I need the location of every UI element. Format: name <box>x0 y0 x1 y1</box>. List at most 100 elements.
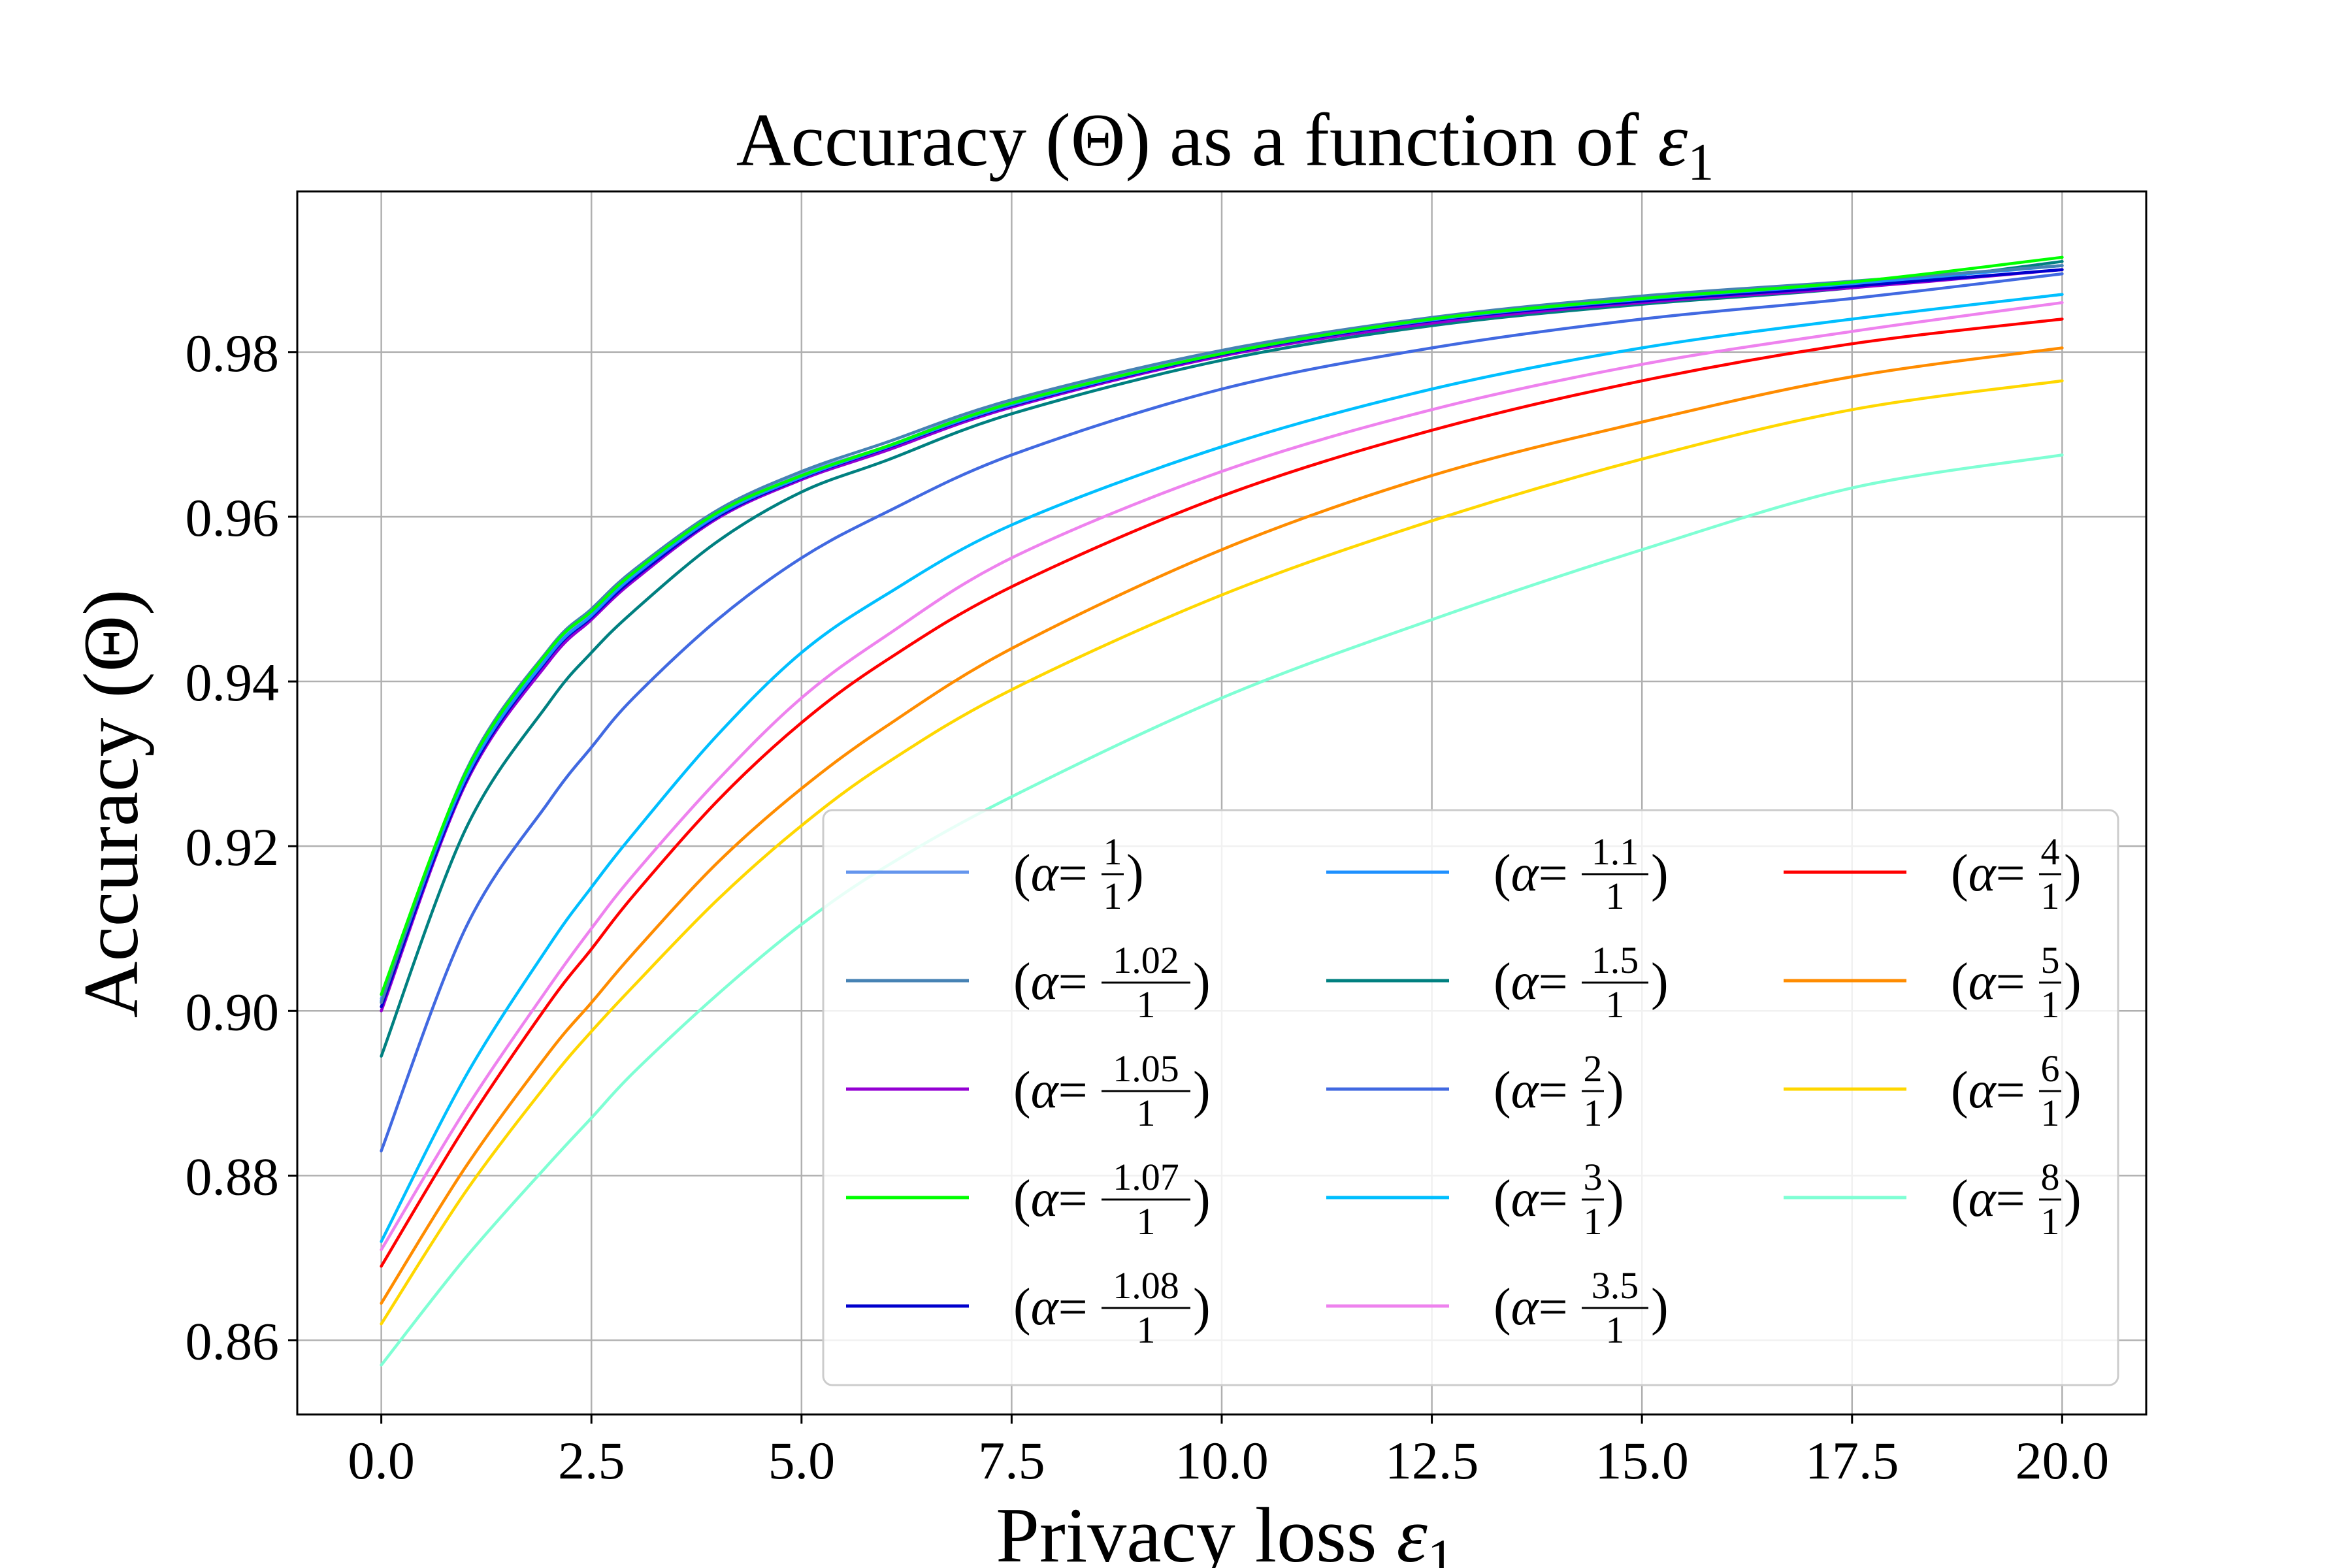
y-tick-label: 0.94 <box>186 653 280 712</box>
legend-item: (α= 1.51) <box>1326 939 1669 1026</box>
series-line <box>380 259 2064 1058</box>
series-line <box>380 346 2064 1305</box>
series-line <box>380 268 2064 1013</box>
legend-close-paren: ) <box>1651 845 1669 902</box>
legend-numerator: 1 <box>1103 830 1122 873</box>
legend-numerator: 1.08 <box>1113 1264 1179 1307</box>
legend-frame <box>822 809 2119 1386</box>
x-axis-ticks: 0.0 2.5 5.0 7.5 10.0 12.5 15.0 17.5 20.0 <box>348 1414 2109 1490</box>
legend-item: (α= 51) <box>1784 939 2082 1026</box>
legend-label: (α= <box>1013 1279 1088 1336</box>
legend-close-paren: ) <box>1607 1170 1624 1228</box>
legend: (α= 11)(α= 1.021)(α= 1.051)(α= 1.071)(α= 1.08… <box>822 809 2119 1386</box>
legend-item: (α= 1.081) <box>846 1264 1211 1351</box>
y-tick-label: 0.86 <box>186 1312 280 1371</box>
legend-item: (α= 81) <box>1784 1156 2082 1243</box>
legend-label: (α= <box>1951 845 2025 902</box>
legend-item: (α= 1.021) <box>846 939 1211 1026</box>
legend-denominator: 1 <box>2041 983 2060 1026</box>
legend-numerator: 4 <box>2041 830 2060 873</box>
legend-close-paren: ) <box>1607 1062 1624 1119</box>
legend-close-paren: ) <box>2064 845 2082 902</box>
legend-label: (α= <box>1494 1170 1568 1228</box>
legend-denominator: 1 <box>2041 1092 2060 1134</box>
legend-numerator: 1.07 <box>1113 1156 1179 1198</box>
series-line <box>380 301 2064 1252</box>
legend-denominator: 1 <box>1584 1200 1603 1243</box>
legend-close-paren: ) <box>2064 953 2082 1011</box>
legend-close-paren: ) <box>2064 1170 2082 1228</box>
legend-close-paren: ) <box>1651 953 1669 1011</box>
x-tick-label: 7.5 <box>978 1431 1045 1490</box>
legend-item: (α= 1.051) <box>846 1047 1211 1134</box>
legend-close-paren: ) <box>1651 1279 1669 1336</box>
legend-denominator: 1 <box>1137 983 1156 1026</box>
legend-denominator: 1 <box>1103 875 1122 917</box>
x-tick-label: 0.0 <box>348 1431 415 1490</box>
x-tick-label: 10.0 <box>1175 1431 1269 1490</box>
y-tick-label: 0.90 <box>186 982 280 1041</box>
y-tick-label: 0.96 <box>186 488 280 547</box>
legend-denominator: 1 <box>2041 875 2060 917</box>
legend-label: (α= <box>1494 845 1568 902</box>
legend-label: (α= <box>1951 1062 2025 1119</box>
legend-item: (α= 1.071) <box>846 1156 1211 1243</box>
y-tick-label: 0.88 <box>186 1147 280 1206</box>
legend-label: (α= <box>1013 845 1088 902</box>
legend-close-paren: ) <box>1193 1279 1211 1336</box>
legend-label: (α= <box>1951 1170 2025 1228</box>
legend-numerator: 5 <box>2041 939 2060 981</box>
legend-denominator: 1 <box>1606 983 1625 1026</box>
series-line <box>380 318 2064 1268</box>
legend-numerator: 3 <box>1584 1156 1603 1198</box>
series-line <box>380 293 2064 1243</box>
legend-label: (α= <box>1494 953 1568 1011</box>
legend-item: (α= 41) <box>1784 830 2082 917</box>
x-tick-label: 5.0 <box>768 1431 836 1490</box>
legend-item: (α= 31) <box>1326 1156 1624 1243</box>
legend-label: (α= <box>1013 953 1088 1011</box>
series-line <box>380 379 2064 1326</box>
chart-title: Accuracy (Θ) as a function of ε1 <box>736 99 1714 191</box>
legend-denominator: 1 <box>1606 1309 1625 1351</box>
legend-denominator: 1 <box>1584 1092 1603 1134</box>
x-tick-label: 20.0 <box>2016 1431 2110 1490</box>
legend-close-paren: ) <box>1193 1170 1211 1228</box>
legend-close-paren: ) <box>1193 1062 1211 1119</box>
legend-label: (α= <box>1013 1170 1088 1228</box>
x-tick-label: 2.5 <box>558 1431 625 1490</box>
x-tick-label: 12.5 <box>1385 1431 1479 1490</box>
x-tick-label: 15.0 <box>1595 1431 1689 1490</box>
legend-numerator: 1.1 <box>1592 830 1639 873</box>
legend-label: (α= <box>1951 953 2025 1011</box>
legend-denominator: 1 <box>2041 1200 2060 1243</box>
legend-label: (α= <box>1494 1279 1568 1336</box>
legend-denominator: 1 <box>1137 1092 1156 1134</box>
legend-item: (α= 21) <box>1326 1047 1624 1134</box>
legend-close-paren: ) <box>1126 845 1144 902</box>
legend-item: (α= 3.51) <box>1326 1264 1669 1351</box>
x-axis-label: Privacy loss ε1 <box>996 1492 1454 1568</box>
y-axis-label: Accuracy (Θ) <box>67 589 154 1018</box>
legend-item: (α= 11) <box>846 830 1144 917</box>
y-axis-ticks: 0.86 0.88 0.90 0.92 0.94 0.96 0.98 <box>186 323 297 1371</box>
legend-denominator: 1 <box>1606 875 1625 917</box>
legend-item: (α= 61) <box>1784 1047 2082 1134</box>
legend-numerator: 1.02 <box>1113 939 1179 981</box>
series-lines <box>380 255 2064 1367</box>
legend-numerator: 6 <box>2041 1047 2060 1090</box>
legend-numerator: 1.5 <box>1592 939 1639 981</box>
x-tick-label: 17.5 <box>1805 1431 1899 1490</box>
legend-denominator: 1 <box>1137 1200 1156 1243</box>
legend-label: (α= <box>1013 1062 1088 1119</box>
legend-numerator: 3.5 <box>1592 1264 1639 1307</box>
series-line <box>380 255 2064 996</box>
legend-close-paren: ) <box>1193 953 1211 1011</box>
legend-numerator: 1.05 <box>1113 1047 1179 1090</box>
legend-numerator: 8 <box>2041 1156 2060 1198</box>
legend-close-paren: ) <box>2064 1062 2082 1119</box>
series-line <box>380 272 2064 1152</box>
legend-label: (α= <box>1494 1062 1568 1119</box>
y-tick-label: 0.98 <box>186 323 280 383</box>
